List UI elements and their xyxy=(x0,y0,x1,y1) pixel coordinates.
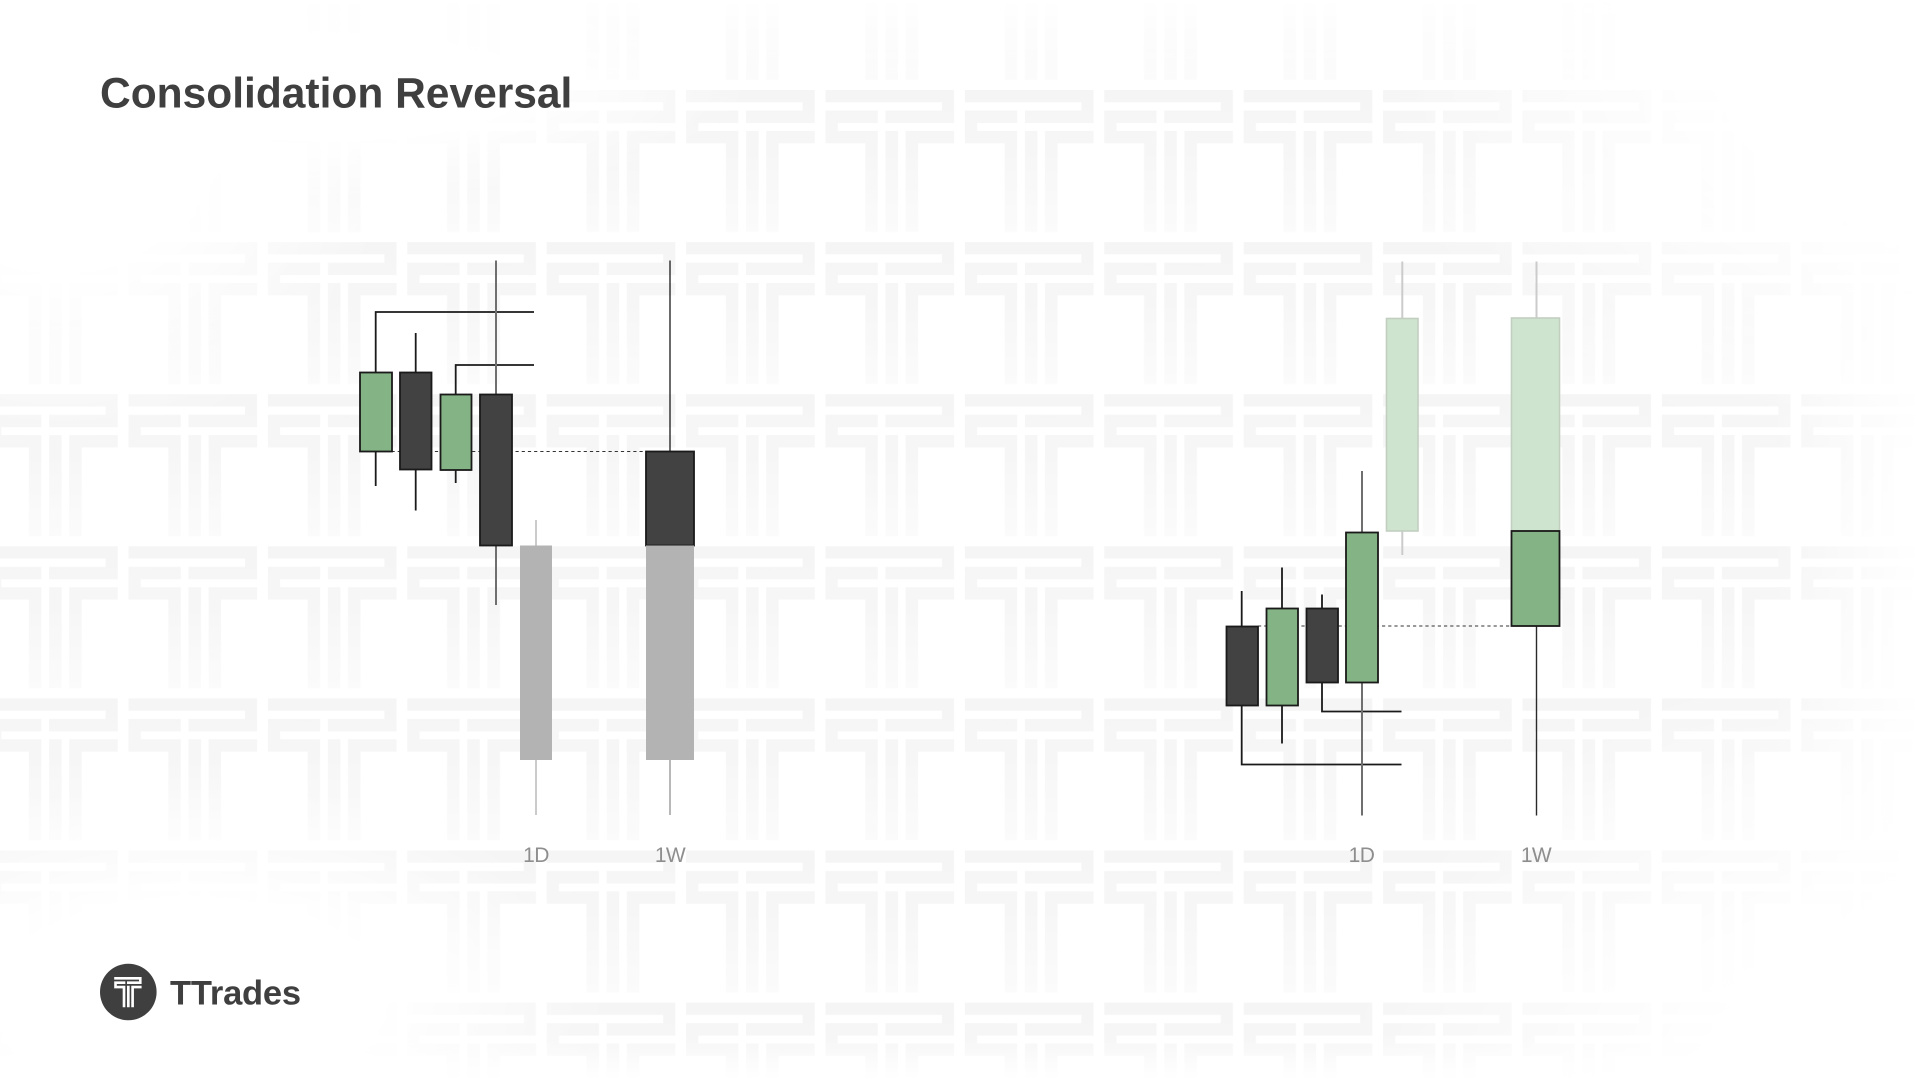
svg-text:TTrades: TTrades xyxy=(170,974,301,1012)
svg-text:1D: 1D xyxy=(1349,844,1375,867)
svg-text:1W: 1W xyxy=(1521,844,1552,867)
svg-text:1W: 1W xyxy=(655,844,686,867)
svg-text:1D: 1D xyxy=(523,844,549,867)
svg-text:Consolidation Reversal: Consolidation Reversal xyxy=(100,71,572,118)
